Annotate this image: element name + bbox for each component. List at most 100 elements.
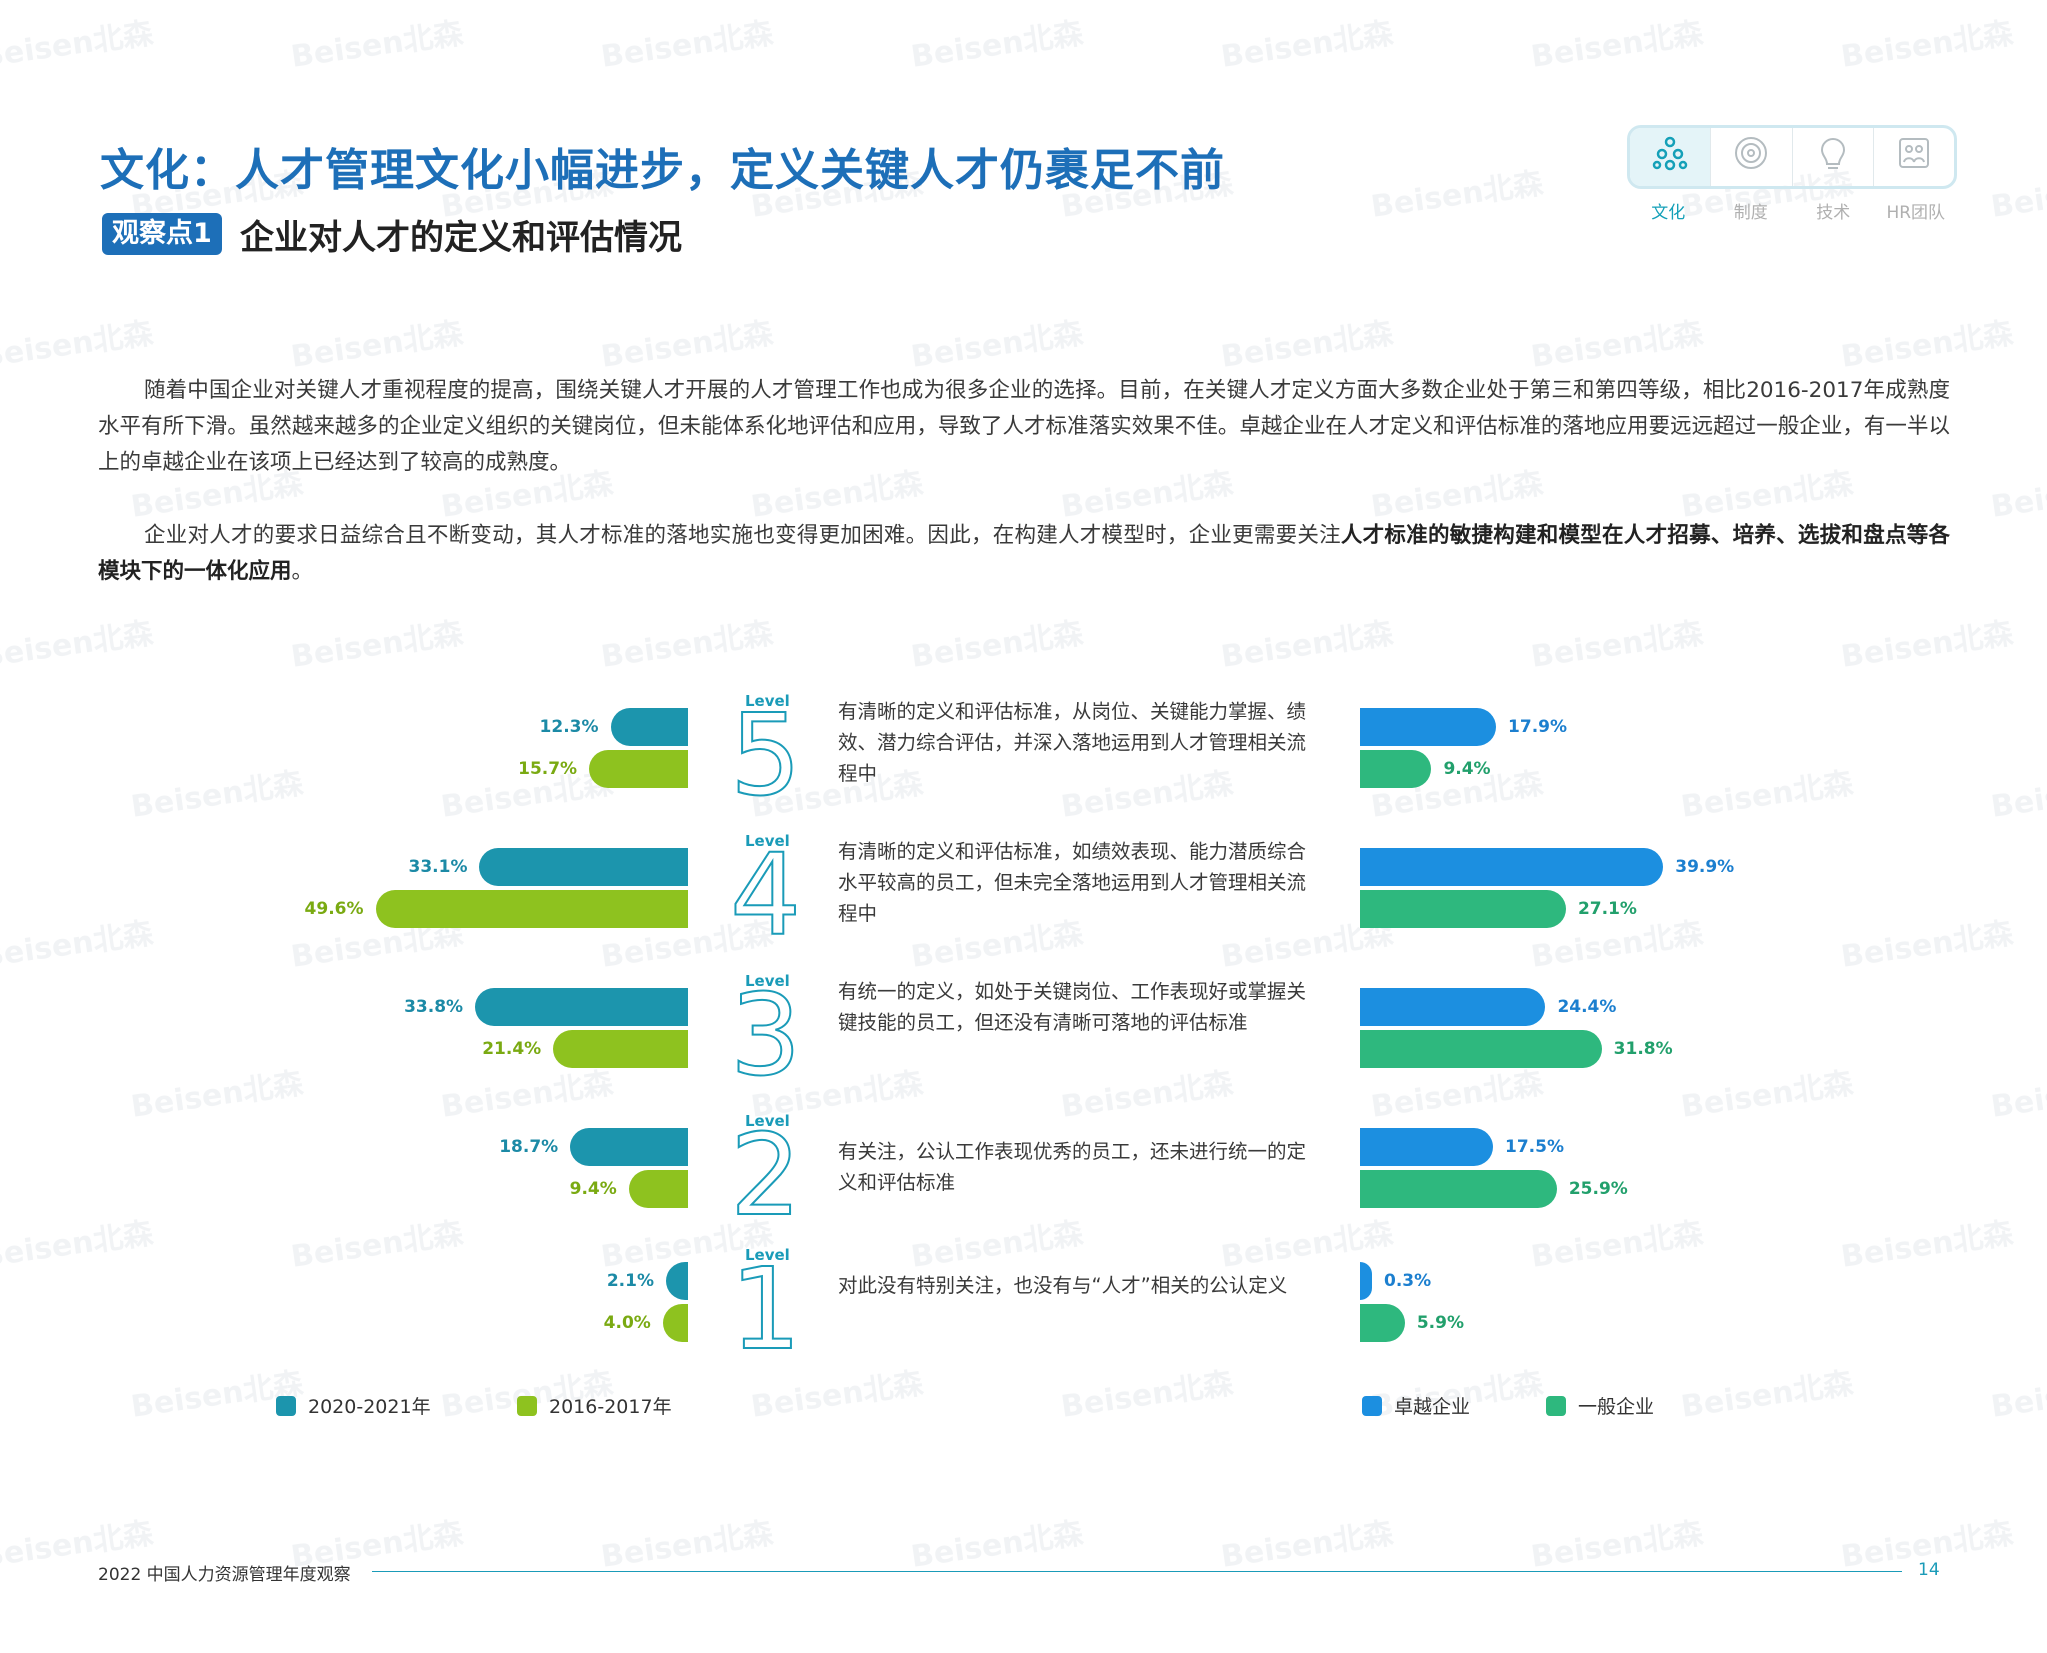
- legend-item-general: 一般企业: [1546, 1392, 1654, 1419]
- intro-paragraph-2: 企业对人才的要求日益综合且不断变动，其人才标准的落地实施也变得更加困难。因此，在…: [98, 518, 1950, 590]
- legend-item-excellent: 卓越企业: [1362, 1392, 1470, 1419]
- page-number: 14: [1918, 1560, 1940, 1580]
- right-label-一般企业-level-4: 27.1%: [1577, 899, 1637, 919]
- paragraph-2-lead: 企业对人才的要求日益综合且不断变动，其人才标准的落地实施也变得更加困难。因此，在…: [144, 523, 1341, 548]
- watermark-text: Beisen北森: [1528, 16, 1706, 75]
- left-bar-2016-2017年-level-2: [628, 1170, 688, 1208]
- watermark-text: Beisen北森: [0, 616, 156, 675]
- watermark-text: Beisen北森: [288, 316, 466, 375]
- left-label-2020-2021年-level-3: 33.8%: [404, 997, 464, 1017]
- left-bar-2016-2017年-level-1: [662, 1304, 688, 1342]
- watermark-text: Beisen北森: [1218, 1516, 1396, 1575]
- watermark-text: Beisen北森: [1988, 166, 2047, 225]
- nav-label-hr-team: HR团队: [1886, 203, 1946, 223]
- watermark-text: Beisen北森: [908, 1516, 1086, 1575]
- left-label-2020-2021年-level-5: 12.3%: [539, 717, 599, 737]
- level-word-1: Level: [745, 1246, 790, 1264]
- right-label-一般企业-level-3: 31.8%: [1613, 1039, 1673, 1059]
- legend-swatch-2020: [276, 1395, 296, 1416]
- watermark-text: Beisen北森: [1528, 316, 1706, 375]
- right-bar-一般企业-level-4: [1360, 890, 1566, 928]
- right-label-一般企业-level-1: 5.9%: [1416, 1313, 1464, 1333]
- footer-divider: [372, 1571, 1902, 1572]
- watermark-text: Beisen北森: [1838, 916, 2016, 975]
- watermark-text: Beisen北森: [0, 1216, 156, 1275]
- legend-swatch-general: [1546, 1395, 1566, 1416]
- nav-label-system: 制度: [1733, 203, 1768, 223]
- level-word-2: Level: [745, 1112, 790, 1130]
- watermark-text: Beisen北森: [1058, 1366, 1236, 1425]
- watermark-text: Beisen北森: [598, 1516, 776, 1575]
- right-bar-一般企业-level-5: [1360, 750, 1432, 788]
- legend-swatch-2016: [517, 1395, 537, 1416]
- right-label-卓越企业-level-2: 17.5%: [1505, 1137, 1564, 1157]
- legend-swatch-excellent: [1362, 1395, 1382, 1416]
- level-number-5: 5: [729, 691, 802, 821]
- legend-item-2020: 2020-2021年: [276, 1392, 431, 1419]
- watermark-text: Beisen北森: [0, 916, 156, 975]
- watermark-text: Beisen北森: [1678, 766, 1856, 825]
- right-bar-卓越企业-level-5: [1360, 708, 1497, 746]
- watermark-text: Beisen北森: [1838, 1216, 2016, 1275]
- section-nav: [1627, 125, 1957, 189]
- watermark-text: Beisen北森: [0, 316, 156, 375]
- level-number-4: 4: [729, 831, 802, 961]
- left-bar-2016-2017年-level-5: [589, 750, 688, 788]
- right-bar-卓越企业-level-3: [1360, 988, 1546, 1026]
- nav-technology[interactable]: [1793, 128, 1874, 186]
- level-description-1: 对此没有特别关注，也没有与“人才”相关的公认定义: [838, 1274, 1288, 1297]
- nav-hr-team[interactable]: [1874, 128, 1954, 186]
- watermark-text: Beisen北森: [1528, 616, 1706, 675]
- right-label-卓越企业-level-1: 0.3%: [1384, 1271, 1432, 1291]
- watermark-text: Beisen北森: [908, 1216, 1086, 1275]
- right-label-一般企业-level-2: 25.9%: [1568, 1179, 1628, 1199]
- nav-culture[interactable]: [1630, 128, 1712, 186]
- section-subtitle: 企业对人才的定义和评估情况: [240, 218, 682, 258]
- watermark-text: Beisen北森: [1368, 166, 1546, 225]
- left-label-2020-2021年-level-2: 18.7%: [499, 1137, 559, 1157]
- watermark-text: Beisen北森: [288, 1216, 466, 1275]
- right-label-一般企业-level-5: 9.4%: [1443, 759, 1491, 779]
- right-bar-卓越企业-level-1: [1360, 1262, 1372, 1300]
- culture-icon: [1651, 134, 1689, 180]
- legend-label-general: 一般企业: [1578, 1396, 1655, 1418]
- legend-label-2016: 2016-2017年: [549, 1396, 672, 1418]
- watermark-text: Beisen北森: [1678, 1066, 1856, 1125]
- watermark-text: Beisen北森: [1988, 466, 2047, 525]
- right-bar-卓越企业-level-2: [1360, 1128, 1493, 1166]
- nav-label-culture: 文化: [1651, 203, 1686, 223]
- watermark-text: Beisen北森: [598, 616, 776, 675]
- technology-icon: [1814, 134, 1852, 180]
- right-bar-一般企业-level-2: [1360, 1170, 1557, 1208]
- level-number-1: 1: [729, 1245, 802, 1375]
- watermark-text: Beisen北森: [1218, 316, 1396, 375]
- watermark-text: Beisen北森: [128, 1066, 306, 1125]
- watermark-text: Beisen北森: [1988, 766, 2047, 825]
- level-description-4: 有清晰的定义和评估标准，如绩效表现、能力潜质综合水平较高的员工，但未完全落地运用…: [838, 840, 1307, 925]
- watermark-text: Beisen北森: [1838, 616, 2016, 675]
- left-bar-2020-2021年-level-4: [479, 848, 688, 886]
- watermark-text: Beisen北森: [908, 16, 1086, 75]
- level-number-3: 3: [729, 971, 802, 1101]
- level-word-4: Level: [745, 832, 790, 850]
- left-bar-2020-2021年-level-3: [475, 988, 688, 1026]
- page-title: 文化：人才管理文化小幅进步，定义关键人才仍裹足不前: [100, 145, 1225, 196]
- paragraph-2-end: 。: [291, 559, 314, 584]
- watermark-text: Beisen北森: [438, 1066, 616, 1125]
- watermark-text: Beisen北森: [1218, 16, 1396, 75]
- watermark-text: Beisen北森: [0, 16, 156, 75]
- watermark-text: Beisen北森: [1368, 1066, 1546, 1125]
- watermark-text: Beisen北森: [908, 316, 1086, 375]
- level-word-5: Level: [745, 692, 790, 710]
- hr-team-icon: [1895, 134, 1933, 180]
- left-label-2016-2017年-level-1: 4.0%: [603, 1313, 651, 1333]
- nav-system[interactable]: [1711, 128, 1793, 186]
- right-label-卓越企业-level-4: 39.9%: [1675, 857, 1735, 877]
- legend-label-excellent: 卓越企业: [1394, 1396, 1471, 1418]
- system-icon: [1732, 134, 1770, 180]
- level-description-3: 有统一的定义，如处于关键岗位、工作表现好或掌握关键技能的员工，但还没有清晰可落地…: [838, 980, 1307, 1034]
- watermark-text: Beisen北森: [288, 616, 466, 675]
- left-bar-2016-2017年-level-3: [553, 1030, 688, 1068]
- watermark-text: Beisen北森: [1218, 616, 1396, 675]
- level-description-5: 有清晰的定义和评估标准，从岗位、关键能力掌握、绩效、潜力综合评估，并深入落地运用…: [838, 700, 1307, 785]
